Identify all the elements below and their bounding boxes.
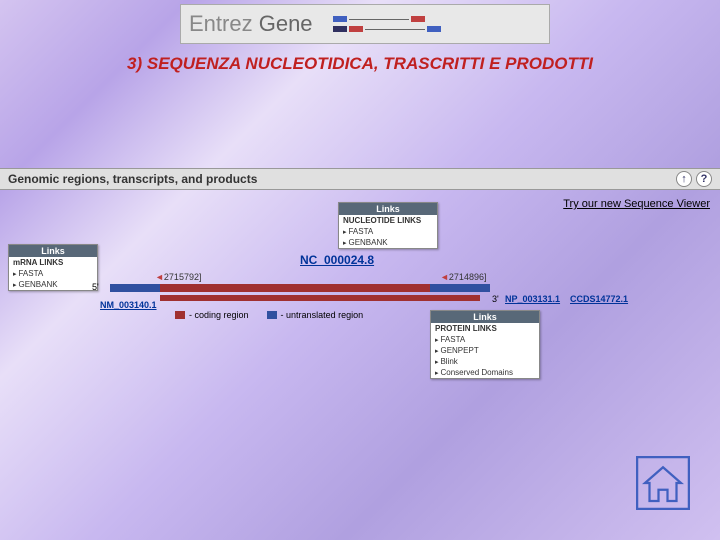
mrna-track bbox=[110, 284, 490, 292]
entrez-gene-banner: Entrez Gene bbox=[180, 4, 550, 44]
panel-header: Genomic regions, transcripts, and produc… bbox=[0, 168, 720, 190]
legend-coding: - coding region bbox=[175, 310, 249, 320]
mrna-links-box: Links mRNA LINKS FASTA GENBANK bbox=[8, 244, 98, 291]
coding-segment bbox=[160, 284, 430, 292]
links-item[interactable]: Conserved Domains bbox=[431, 367, 539, 378]
info-icon[interactable]: ↑ bbox=[676, 171, 692, 187]
links-subheader: mRNA LINKS bbox=[9, 257, 97, 268]
links-item[interactable]: FASTA bbox=[431, 334, 539, 345]
coord-right: ◄2714896] bbox=[440, 272, 486, 282]
legend: - coding region - untranslated region bbox=[175, 310, 363, 320]
links-item[interactable]: GENBANK bbox=[9, 279, 97, 290]
coord-left: ◄2715792] bbox=[155, 272, 201, 282]
utr-segment bbox=[110, 284, 160, 292]
links-item[interactable]: FASTA bbox=[9, 268, 97, 279]
section-title: 3) SEQUENZA NUCLEOTIDICA, TRASCRITTI E P… bbox=[0, 54, 720, 74]
protein-track bbox=[160, 295, 480, 301]
links-item[interactable]: Blink bbox=[431, 356, 539, 367]
protein-links-box: Links PROTEIN LINKS FASTA GENPEPT Blink … bbox=[430, 310, 540, 379]
links-item[interactable]: GENPEPT bbox=[431, 345, 539, 356]
accession-link[interactable]: NC_000024.8 bbox=[300, 253, 374, 267]
links-header: Links bbox=[431, 311, 539, 323]
legend-blue-box bbox=[267, 311, 277, 319]
genomic-panel: Genomic regions, transcripts, and produc… bbox=[0, 168, 720, 190]
legend-untranslated-label: - untranslated region bbox=[281, 310, 364, 320]
nm-accession-link[interactable]: NM_003140.1 bbox=[100, 300, 157, 310]
links-subheader: PROTEIN LINKS bbox=[431, 323, 539, 334]
three-prime-label: 3' bbox=[492, 294, 499, 304]
nucleotide-links-box: Links NUCLEOTIDE LINKS FASTA GENBANK bbox=[338, 202, 438, 249]
links-header: Links bbox=[339, 203, 437, 215]
panel-header-text: Genomic regions, transcripts, and produc… bbox=[8, 172, 257, 186]
legend-coding-label: - coding region bbox=[189, 310, 249, 320]
home-icon[interactable] bbox=[636, 456, 690, 510]
try-sequence-viewer-link[interactable]: Try our new Sequence Viewer bbox=[563, 198, 710, 210]
legend-untranslated: - untranslated region bbox=[267, 310, 364, 320]
entrez-logo-text: Entrez Gene bbox=[189, 11, 313, 37]
help-icon[interactable]: ? bbox=[696, 171, 712, 187]
links-item[interactable]: GENBANK bbox=[339, 237, 437, 248]
entrez-logo-bars bbox=[333, 16, 441, 32]
links-subheader: NUCLEOTIDE LINKS bbox=[339, 215, 437, 226]
utr-segment bbox=[430, 284, 490, 292]
links-header: Links bbox=[9, 245, 97, 257]
np-accession-link[interactable]: NP_003131.1 bbox=[505, 294, 560, 304]
ccds-accession-link[interactable]: CCDS14772.1 bbox=[570, 294, 628, 304]
five-prime-label: 5' bbox=[92, 282, 99, 292]
help-icons: ↑ ? bbox=[676, 171, 712, 187]
links-item[interactable]: FASTA bbox=[339, 226, 437, 237]
legend-red-box bbox=[175, 311, 185, 319]
